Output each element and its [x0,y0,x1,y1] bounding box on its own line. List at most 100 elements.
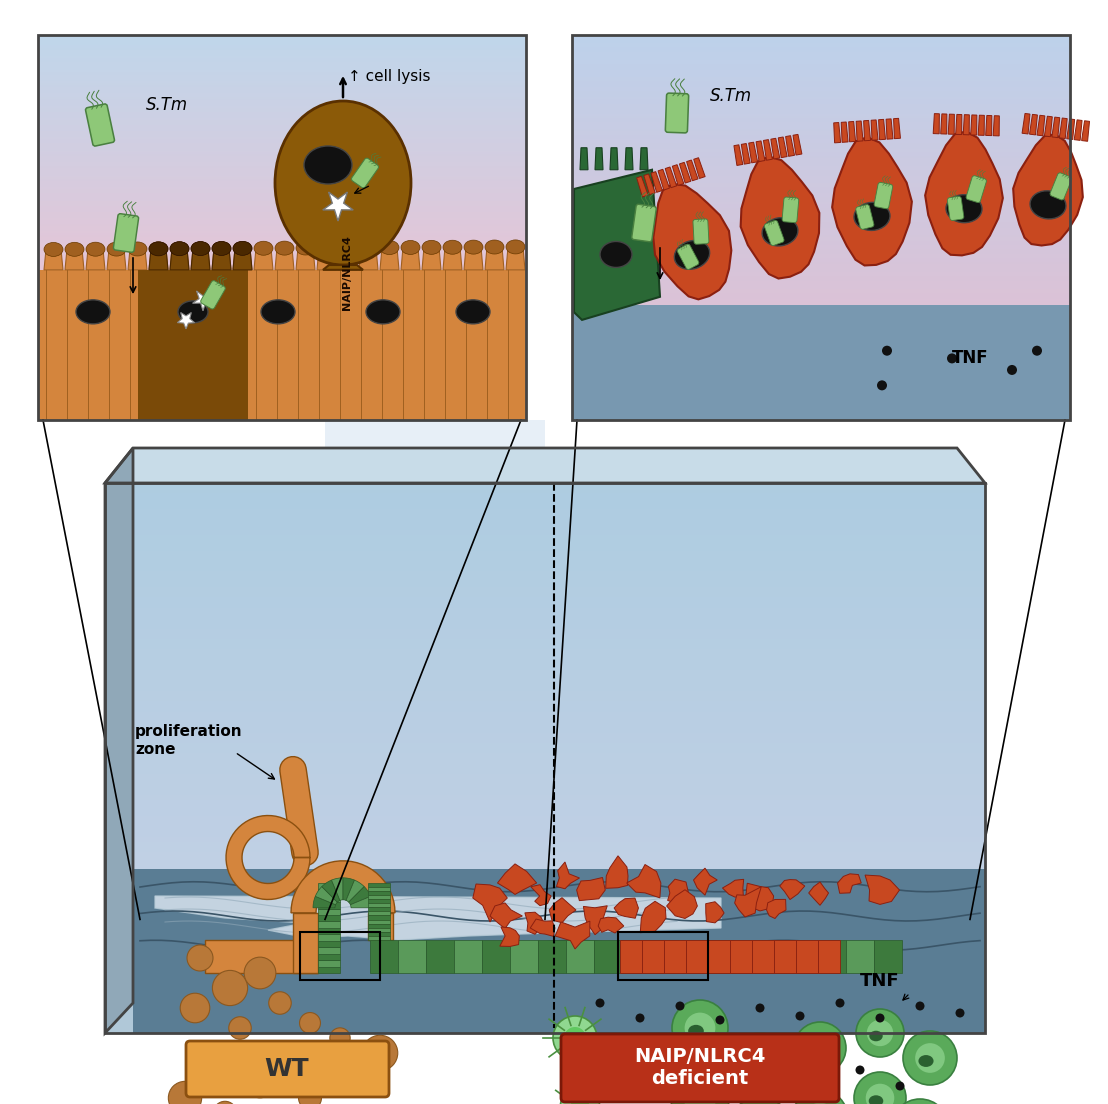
Bar [38,59,526,61]
Bar [572,380,1070,382]
Bar [572,121,1070,125]
Bar [572,401,1070,404]
Polygon shape [886,119,893,139]
Bar [572,199,1070,202]
Bar [572,352,1070,355]
Bar [38,116,526,119]
Bar [572,237,1070,240]
Bar [133,920,985,926]
Polygon shape [627,864,660,898]
Polygon shape [425,940,454,973]
Polygon shape [129,248,147,269]
Bar [133,951,985,957]
Polygon shape [293,913,318,973]
Ellipse shape [359,241,378,255]
Bar [38,397,526,400]
Bar [38,168,526,171]
Bar [38,404,526,407]
Polygon shape [679,162,691,183]
Bar [572,362,1070,365]
Circle shape [636,1013,645,1022]
Bar [38,194,526,198]
Ellipse shape [86,242,105,256]
Bar [572,262,1070,265]
Bar [38,93,526,96]
Circle shape [1032,346,1042,355]
Bar [38,139,526,142]
Polygon shape [497,864,536,894]
Bar [38,240,526,242]
Polygon shape [780,880,804,900]
Polygon shape [316,887,337,905]
Bar [38,155,526,157]
Circle shape [564,1027,586,1049]
Polygon shape [771,138,780,159]
Bar [572,418,1070,421]
Polygon shape [986,116,992,136]
Bar [38,291,526,294]
Bar [572,157,1070,159]
Polygon shape [318,947,340,954]
Bar [38,36,526,40]
Ellipse shape [191,242,211,256]
Circle shape [228,1017,252,1039]
FancyBboxPatch shape [855,204,874,230]
Bar [38,272,526,275]
Ellipse shape [129,242,147,256]
Polygon shape [673,164,684,185]
Text: ↑ cell lysis: ↑ cell lysis [348,70,431,85]
Polygon shape [531,919,555,936]
FancyBboxPatch shape [561,1034,839,1102]
Polygon shape [490,903,522,928]
Bar [38,225,526,229]
Bar [133,868,985,874]
Bar [572,289,1070,293]
Bar [572,333,1070,337]
Bar [572,216,1070,219]
Bar [38,150,526,153]
Bar [38,368,526,371]
Bar [572,341,1070,344]
Polygon shape [956,115,962,135]
Bar [133,655,985,661]
Ellipse shape [422,241,441,254]
Polygon shape [65,250,84,269]
Circle shape [743,1047,777,1080]
Bar [133,983,985,988]
Polygon shape [767,900,786,919]
Polygon shape [584,905,607,935]
Bar [38,178,526,180]
Ellipse shape [762,217,798,246]
Polygon shape [686,940,708,973]
Bar [133,701,985,708]
Bar [133,608,985,614]
Bar [38,204,526,208]
Bar [38,399,526,402]
Bar [572,155,1070,157]
Bar [38,197,526,200]
Bar [38,72,526,74]
Bar [38,108,526,112]
Polygon shape [948,114,954,135]
Polygon shape [978,115,984,136]
Polygon shape [148,248,168,269]
Circle shape [729,1097,791,1104]
Polygon shape [525,912,544,934]
Bar [38,282,526,285]
Bar [572,49,1070,52]
Polygon shape [650,171,663,192]
Bar [572,126,1070,128]
Circle shape [595,998,605,1008]
Ellipse shape [1030,191,1066,219]
Polygon shape [658,169,669,190]
Bar [38,261,526,263]
Bar [572,210,1070,213]
Text: S.Tm: S.Tm [710,87,752,105]
FancyBboxPatch shape [666,93,689,132]
Polygon shape [506,247,525,269]
Bar [572,408,1070,412]
Polygon shape [318,915,340,922]
Bar [38,233,526,236]
Bar [133,904,985,911]
Polygon shape [735,887,761,917]
